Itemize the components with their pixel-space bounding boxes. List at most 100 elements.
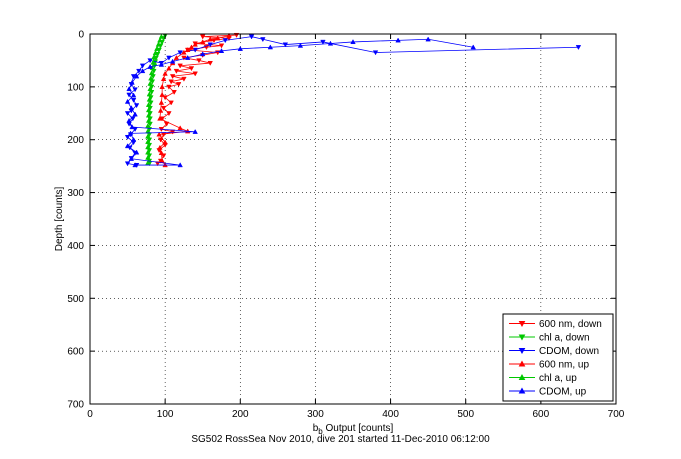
data-point xyxy=(222,38,228,44)
x-tick-label: 100 xyxy=(157,409,174,420)
data-point xyxy=(129,124,135,130)
x-tick-label: 0 xyxy=(87,409,93,420)
data-point xyxy=(372,50,379,56)
data-point xyxy=(196,58,202,64)
data-point xyxy=(145,107,152,113)
data-point xyxy=(148,70,155,76)
data-point xyxy=(158,61,165,67)
legend-marker xyxy=(518,348,526,355)
legend-box xyxy=(502,313,614,402)
legend-label: chl a, down xyxy=(539,333,590,344)
data-point xyxy=(181,49,187,55)
data-point xyxy=(127,130,134,136)
data-point xyxy=(139,63,146,69)
y-tick-label: 100 xyxy=(67,82,84,93)
legend: 600 nm, down chl a, down CDOM, down 600 nm,… xyxy=(502,313,614,402)
y-axis-label: Depth [counts] xyxy=(54,187,65,252)
legend-item: chl a, down xyxy=(509,333,590,344)
data-point xyxy=(124,161,131,167)
data-point xyxy=(260,37,266,43)
data-point xyxy=(155,41,162,47)
data-point xyxy=(145,117,152,123)
data-point xyxy=(218,43,225,49)
data-point xyxy=(166,55,172,61)
data-point xyxy=(177,50,183,56)
x-tick-label: 200 xyxy=(232,409,249,420)
data-point xyxy=(130,97,137,103)
data-point xyxy=(145,112,152,118)
x-axis-label-main: b xyxy=(313,423,319,434)
data-point xyxy=(166,65,172,71)
data-point xyxy=(129,79,135,85)
series-600-nm-down xyxy=(154,32,240,167)
data-point xyxy=(139,68,146,74)
series-cdom-down xyxy=(124,34,582,168)
y-tick-label: 500 xyxy=(67,294,84,305)
series-600-nm-up xyxy=(156,32,232,168)
data-point xyxy=(425,36,431,42)
series-line xyxy=(126,36,579,166)
data-point xyxy=(158,33,165,39)
data-point xyxy=(199,34,206,40)
data-point xyxy=(126,86,132,92)
legend-item: CDOM, down xyxy=(509,346,599,357)
x-tick-label: 400 xyxy=(382,409,399,420)
data-point xyxy=(157,137,164,143)
legend-marker xyxy=(518,360,526,367)
data-point xyxy=(188,44,195,50)
legend-item: chl a, up xyxy=(509,373,577,384)
data-point xyxy=(177,125,183,131)
data-point xyxy=(124,134,131,140)
axis-ticks: 0 100 200 300 400 500 600 700010020030040050060… xyxy=(67,30,624,421)
data-point xyxy=(166,84,172,90)
data-point xyxy=(575,45,582,51)
y-tick-label: 200 xyxy=(67,135,84,146)
data-point xyxy=(169,74,176,80)
data-point xyxy=(192,128,198,134)
data-point xyxy=(146,91,153,97)
data-point xyxy=(173,54,180,60)
x-axis-label-subscript: b xyxy=(318,427,323,436)
series-line xyxy=(158,35,230,166)
data-point xyxy=(207,42,213,48)
series-chl-a-up xyxy=(145,33,165,166)
data-point xyxy=(145,123,151,129)
legend-label: CDOM, up xyxy=(539,387,587,398)
data-point xyxy=(297,42,304,48)
data-point xyxy=(147,80,153,86)
data-point xyxy=(237,45,244,51)
data-point xyxy=(207,36,213,42)
data-point xyxy=(136,68,142,74)
plot-series xyxy=(124,32,582,168)
data-point xyxy=(207,60,213,66)
data-point xyxy=(157,144,163,150)
legend-marker xyxy=(518,334,526,341)
data-point xyxy=(350,39,356,45)
data-point xyxy=(132,111,138,117)
data-point xyxy=(130,92,137,98)
data-point xyxy=(159,91,165,97)
data-point xyxy=(192,71,198,77)
x-tick-label: 300 xyxy=(307,409,324,420)
data-point xyxy=(145,144,151,150)
y-tick-label: 0 xyxy=(78,30,84,41)
data-point xyxy=(162,70,168,76)
x-tick-label: 500 xyxy=(457,409,474,420)
data-point xyxy=(124,98,131,104)
data-point xyxy=(169,58,176,64)
data-point xyxy=(147,58,153,64)
data-point xyxy=(145,149,151,155)
legend-item: 600 nm, down xyxy=(509,319,602,330)
y-tick-label: 300 xyxy=(67,188,84,199)
data-point xyxy=(199,51,206,57)
data-point xyxy=(157,115,163,121)
data-point xyxy=(130,136,137,142)
data-point xyxy=(184,47,191,52)
data-point xyxy=(177,63,183,69)
data-point xyxy=(145,154,151,160)
data-point xyxy=(124,143,131,149)
data-point xyxy=(157,107,164,113)
data-point xyxy=(145,133,151,139)
